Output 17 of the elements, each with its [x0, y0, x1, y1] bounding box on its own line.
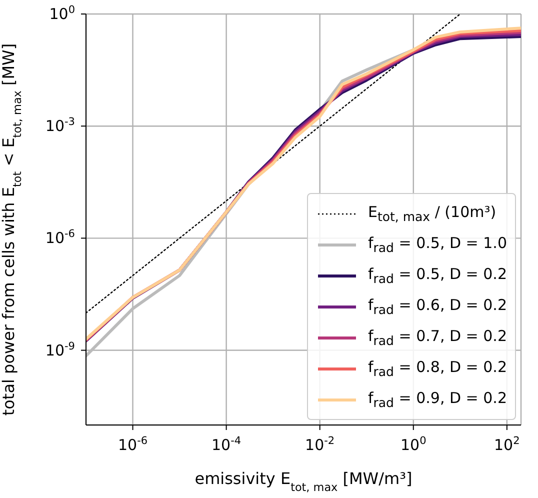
y-tick-label: 10$^{-9}$ [45, 340, 75, 360]
x-tick-label: 10$^{0}$ [400, 435, 426, 454]
x-tick-label: 10$^{-6}$ [118, 435, 148, 454]
legend-label: f$_{rad}$ = 0.5, D = 0.2 [368, 265, 507, 286]
x-tick-label: 10$^{-2}$ [305, 435, 335, 454]
legend-label: f$_{rad}$ = 0.6, D = 0.2 [368, 296, 507, 317]
legend-label: E$_{tot, max}$ / (10m³) [368, 203, 496, 224]
x-axis-title: emissivity E$_{tot, max}$ [MW/m³] [194, 469, 412, 494]
legend-label: f$_{rad}$ = 0.7, D = 0.2 [368, 327, 507, 348]
y-tick-label: 10$^{0}$ [49, 4, 75, 23]
y-tick-label: 10$^{-3}$ [45, 116, 75, 136]
x-tick-label: 10$^{-4}$ [212, 435, 242, 454]
y-tick-label: 10$^{-6}$ [45, 228, 76, 248]
legend-label: f$_{rad}$ = 0.5, D = 1.0 [368, 234, 507, 255]
legend-label: f$_{rad}$ = 0.8, D = 0.2 [368, 358, 507, 379]
legend-label: f$_{rad}$ = 0.9, D = 0.2 [368, 389, 507, 410]
x-tick-label: 10$^{2}$ [494, 435, 520, 454]
